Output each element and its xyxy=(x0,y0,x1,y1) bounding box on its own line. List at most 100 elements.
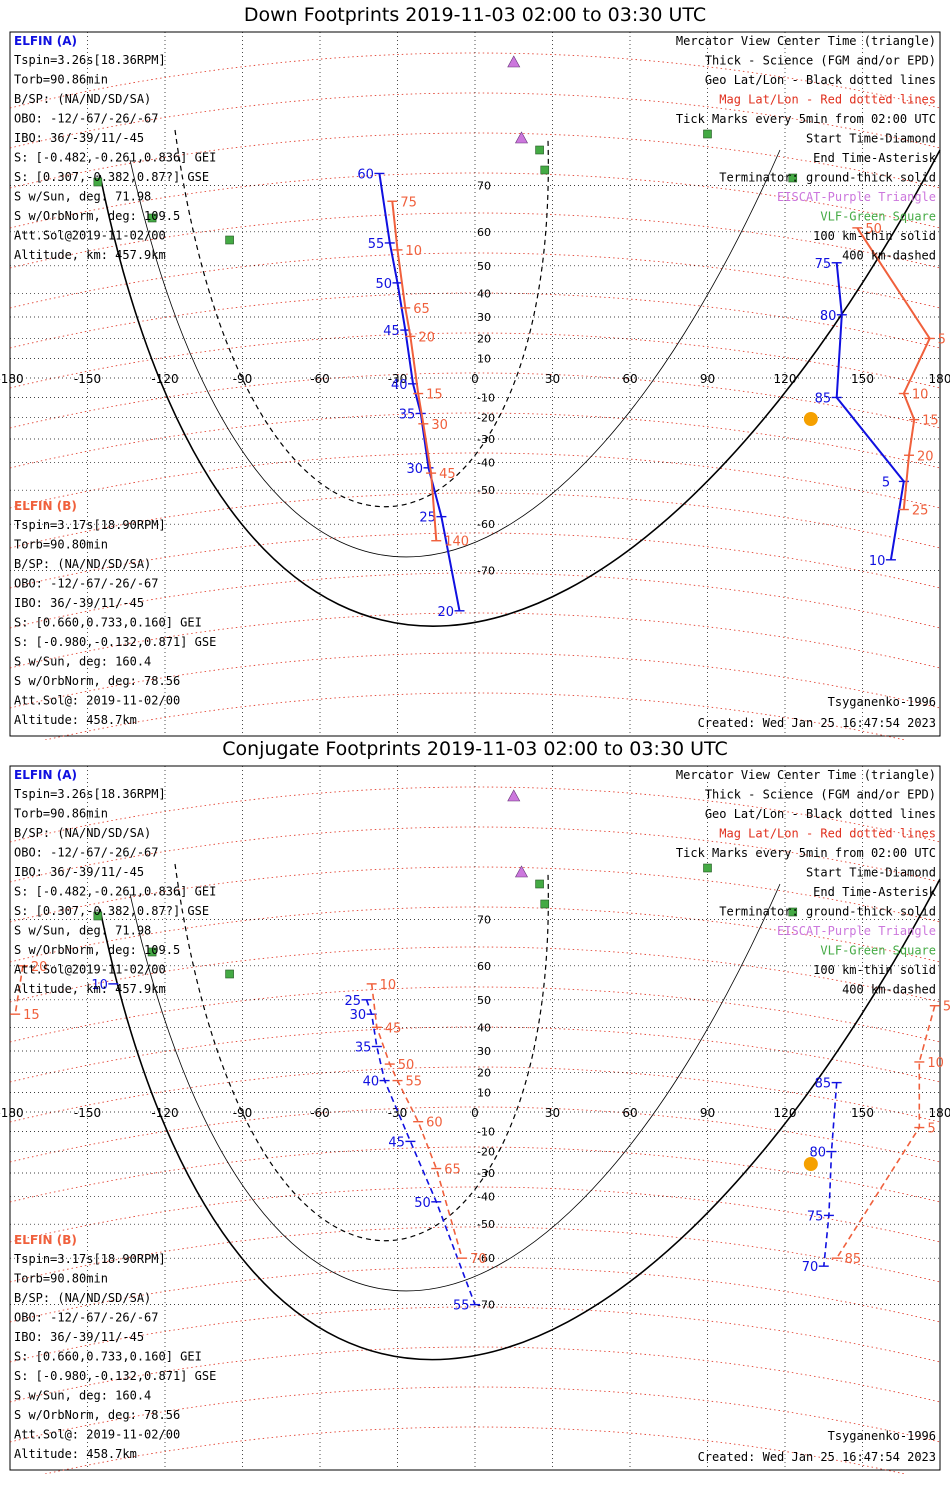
legend-item: EISCAT-Purple Triangle xyxy=(777,924,936,938)
elfin-b-info-line: Tspin=3.17s[18.90RPM] xyxy=(14,1252,166,1266)
tick-label: 20 xyxy=(917,449,934,464)
legend-item: Start Time-Diamond xyxy=(806,866,936,880)
vlf-icon xyxy=(788,907,798,917)
footer-model: Tsyganenko-1996 xyxy=(828,695,936,709)
tick-label: 45 xyxy=(383,324,400,339)
mag-lat-line xyxy=(9,1266,941,1323)
legend-item: Thick - Science (FGM and/or EPD) xyxy=(705,54,936,68)
x-tick-label: 150 xyxy=(851,372,874,386)
series-elfin-b: 20 15 10 45 50 55 60 65 70 5 10 5 85 xyxy=(10,960,950,1267)
elfin-b-info-line: B/SP: (NA/ND/SD/SA) xyxy=(14,557,151,571)
y-tick-label: 10 xyxy=(477,1087,491,1100)
legend-item: Terminator: ground-thick solid xyxy=(719,171,936,185)
y-tick-label: 20 xyxy=(477,1066,491,1079)
elfin-b-info-line: Torb=90.80min xyxy=(14,538,108,552)
legend-item: End Time-Asterisk xyxy=(813,151,937,165)
tick-label: 50 xyxy=(398,1058,415,1073)
elfin-a-header: ELFIN (A) xyxy=(14,768,77,782)
terminator-400km-line xyxy=(174,129,549,508)
elfin-b-info: ELFIN (B) Tspin=3.17s[18.90RPM] Torb=90.80… xyxy=(14,1233,216,1461)
terminator-400km-line xyxy=(174,863,549,1242)
legend-item: Mercator View Center Time (triangle) xyxy=(676,34,936,48)
tick-label: 10 xyxy=(869,554,886,569)
elfin-b-info-line: IBO: 36/-39/11/-45 xyxy=(14,596,144,610)
tick-label: 140 xyxy=(444,535,469,550)
elfin-a-info-line: S: [-0.482,-0.261,0.836] GEI xyxy=(14,885,216,899)
x-tick-label: 90 xyxy=(700,372,715,386)
vlf-icon xyxy=(535,145,544,155)
mag-lat-line xyxy=(9,452,941,509)
sun-icon xyxy=(803,412,818,426)
x-tick-label: 60 xyxy=(622,372,637,386)
tick-label: 15 xyxy=(426,388,443,403)
legend-item: Mercator View Center Time (triangle) xyxy=(676,768,936,782)
y-tick-label: -40 xyxy=(477,457,495,470)
tick-label: 20 xyxy=(438,605,455,620)
elfin-a-info-line: S: [0.307,-0.382,0.87?] GSE xyxy=(14,170,209,184)
conjugate-footprints-map: -180-150-120-90-60-300306090120150180-70… xyxy=(0,765,950,1474)
tick-label: 30 xyxy=(407,462,424,477)
elfin-b-info-line: Torb=90.80min xyxy=(14,1272,108,1286)
mag-lat-line xyxy=(9,612,941,669)
tick-label: 25 xyxy=(912,504,929,519)
mag-lat-line xyxy=(9,1146,941,1203)
tick-label: 35 xyxy=(355,1041,372,1056)
mag-lat-line xyxy=(9,372,941,429)
tick-label: 50 xyxy=(865,222,882,237)
eiscat-icon xyxy=(514,131,529,144)
y-tick-label: -20 xyxy=(477,1146,495,1159)
footer-model: Tsyganenko-1996 xyxy=(828,1429,936,1443)
elfin-b-info-line: S w/Sun, deg: 160.4 xyxy=(14,1389,151,1403)
x-tick-label: 60 xyxy=(622,1106,637,1120)
x-tick-label: 180 xyxy=(929,1106,950,1120)
tick-label: 45 xyxy=(388,1135,405,1150)
legend-item: 100 km-thin solid xyxy=(813,963,936,977)
mag-lat-line xyxy=(9,92,941,149)
mag-lat-line xyxy=(9,1226,941,1283)
elfin-b-info-line: S w/OrbNorm, deg: 78.56 xyxy=(14,674,180,688)
elfin-a-info: ELFIN (A) Tspin=3.26s[18.36RPM] Torb=90.86… xyxy=(14,34,216,262)
vlf-icon xyxy=(225,235,234,245)
tick-label: 75 xyxy=(400,195,417,210)
x-tick-label: 0 xyxy=(471,1106,479,1120)
mag-lat-line xyxy=(9,946,941,1003)
elfin-b-info-line: B/SP: (NA/ND/SD/SA) xyxy=(14,1291,151,1305)
y-tick-label: -10 xyxy=(477,391,495,404)
elfin-a-info-line: Att.Sol@2019-11-02/00 xyxy=(14,963,166,977)
x-tick-label: 120 xyxy=(774,372,797,386)
sun-icon xyxy=(803,1157,818,1171)
x-tick-label: -30 xyxy=(388,1106,408,1120)
y-tick-label: -10 xyxy=(477,1125,495,1138)
tick-label: 35 xyxy=(399,407,416,422)
mag-lat-line xyxy=(9,572,941,629)
y-tick-label: 60 xyxy=(477,960,491,973)
x-tick-label: 180 xyxy=(929,372,950,386)
tick-label: 70 xyxy=(470,1252,487,1267)
terminator-ground-line xyxy=(99,878,941,1361)
tick-label: 5 xyxy=(927,1122,935,1137)
vlf-icon xyxy=(147,947,157,957)
elfin-b-info-line: S w/OrbNorm, deg: 78.56 xyxy=(14,1408,180,1422)
tick-label: 40 xyxy=(391,378,408,393)
tick-label: 50 xyxy=(414,1196,431,1211)
y-tick-label: 30 xyxy=(477,1045,491,1058)
mag-lat-line xyxy=(9,172,941,229)
elfin-a-info-line: Altitude, km: 457.9km xyxy=(14,982,166,996)
mag-lat-line xyxy=(9,332,941,389)
elfin-a-info-line: B/SP: (NA/ND/SD/SA) xyxy=(14,826,151,840)
elfin-b-info-line: Tspin=3.17s[18.90RPM] xyxy=(14,518,166,532)
legend-item: End Time-Asterisk xyxy=(813,885,937,899)
mag-lat-line xyxy=(9,1066,941,1123)
y-tick-label: -40 xyxy=(477,1191,495,1204)
tick-label: 10 xyxy=(927,1056,944,1071)
eiscat-icon xyxy=(507,789,521,802)
x-tick-label: -150 xyxy=(74,1106,101,1120)
x-tick-label: 30 xyxy=(545,1106,560,1120)
mag-lat-line xyxy=(9,986,941,1043)
x-tick-label: -120 xyxy=(151,1106,178,1120)
tick-label: 75 xyxy=(815,257,832,272)
y-tick-label: -50 xyxy=(477,1218,495,1231)
eiscat-icon xyxy=(514,865,529,878)
y-tick-label: 70 xyxy=(477,913,491,926)
mag-lat-line xyxy=(9,412,941,469)
